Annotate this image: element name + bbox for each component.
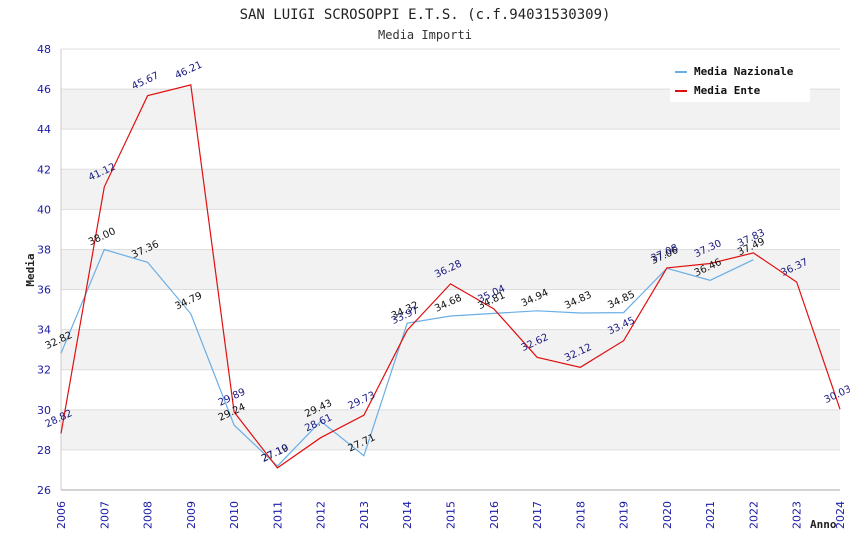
x-tick-label: 2014 [401, 501, 414, 529]
x-tick-label: 2022 [747, 501, 760, 529]
x-tick-label: 2007 [98, 501, 111, 529]
y-tick-label: 36 [37, 284, 51, 297]
y-tick-label: 46 [37, 83, 51, 96]
x-axis-ticks: 2006 2007 2008 2009 2010 2011 2012 2013 2014 2015… [55, 501, 847, 529]
chart-title: SAN LUIGI SCROSOPPI E.T.S. (c.f.94031530… [240, 7, 611, 23]
x-tick-label: 2020 [661, 501, 674, 529]
plot-band [61, 249, 840, 290]
x-tick-label: 2009 [185, 501, 198, 529]
x-tick-label: 2006 [55, 501, 68, 529]
plot-band [61, 329, 840, 370]
chart-subtitle: Media Importi [378, 28, 472, 42]
x-tick-label: 2011 [271, 501, 284, 529]
plot-band [61, 369, 840, 410]
legend-box [670, 58, 810, 102]
plot-band [61, 449, 840, 490]
y-tick-label: 26 [37, 484, 51, 497]
y-tick-label: 44 [37, 123, 51, 136]
y-tick-label: 42 [37, 163, 51, 176]
legend: Media Nazionale Media Ente [670, 58, 810, 102]
y-tick-label: 30 [37, 404, 51, 417]
plot-background [61, 49, 840, 490]
x-tick-label: 2023 [791, 501, 804, 529]
y-axis-title: Media [24, 253, 37, 286]
plot-band [61, 169, 840, 210]
plot-band [61, 289, 840, 330]
x-tick-label: 2024 [834, 501, 847, 529]
plot-band [61, 209, 840, 250]
x-tick-label: 2019 [618, 501, 631, 529]
plot-band [61, 129, 840, 170]
series-lines [60, 84, 841, 469]
series-line-media-nazionale [60, 248, 754, 467]
x-axis-title: Anno [810, 518, 837, 531]
plot-band [61, 409, 840, 450]
x-tick-label: 2021 [704, 501, 717, 529]
series-line-media-ente [60, 84, 841, 469]
x-tick-label: 2010 [228, 501, 241, 529]
x-tick-label: 2015 [445, 501, 458, 529]
legend-label-media-ente: Media Ente [694, 84, 761, 97]
y-tick-label: 48 [37, 43, 51, 56]
y-tick-label: 32 [37, 364, 51, 377]
x-tick-label: 2018 [574, 501, 587, 529]
x-tick-label: 2016 [488, 501, 501, 529]
y-tick-label: 34 [37, 324, 51, 337]
axes [60, 49, 840, 491]
y-tick-label: 40 [37, 203, 51, 216]
y-axis-ticks: 26 28 30 32 34 36 38 40 42 44 46 48 [37, 43, 51, 497]
x-tick-label: 2013 [358, 501, 371, 529]
x-tick-label: 2012 [315, 501, 328, 529]
y-tick-label: 38 [37, 243, 51, 256]
y-tick-label: 28 [37, 444, 51, 457]
x-tick-label: 2017 [531, 501, 544, 529]
legend-label-media-nazionale: Media Nazionale [694, 65, 794, 78]
x-tick-label: 2008 [142, 501, 155, 529]
